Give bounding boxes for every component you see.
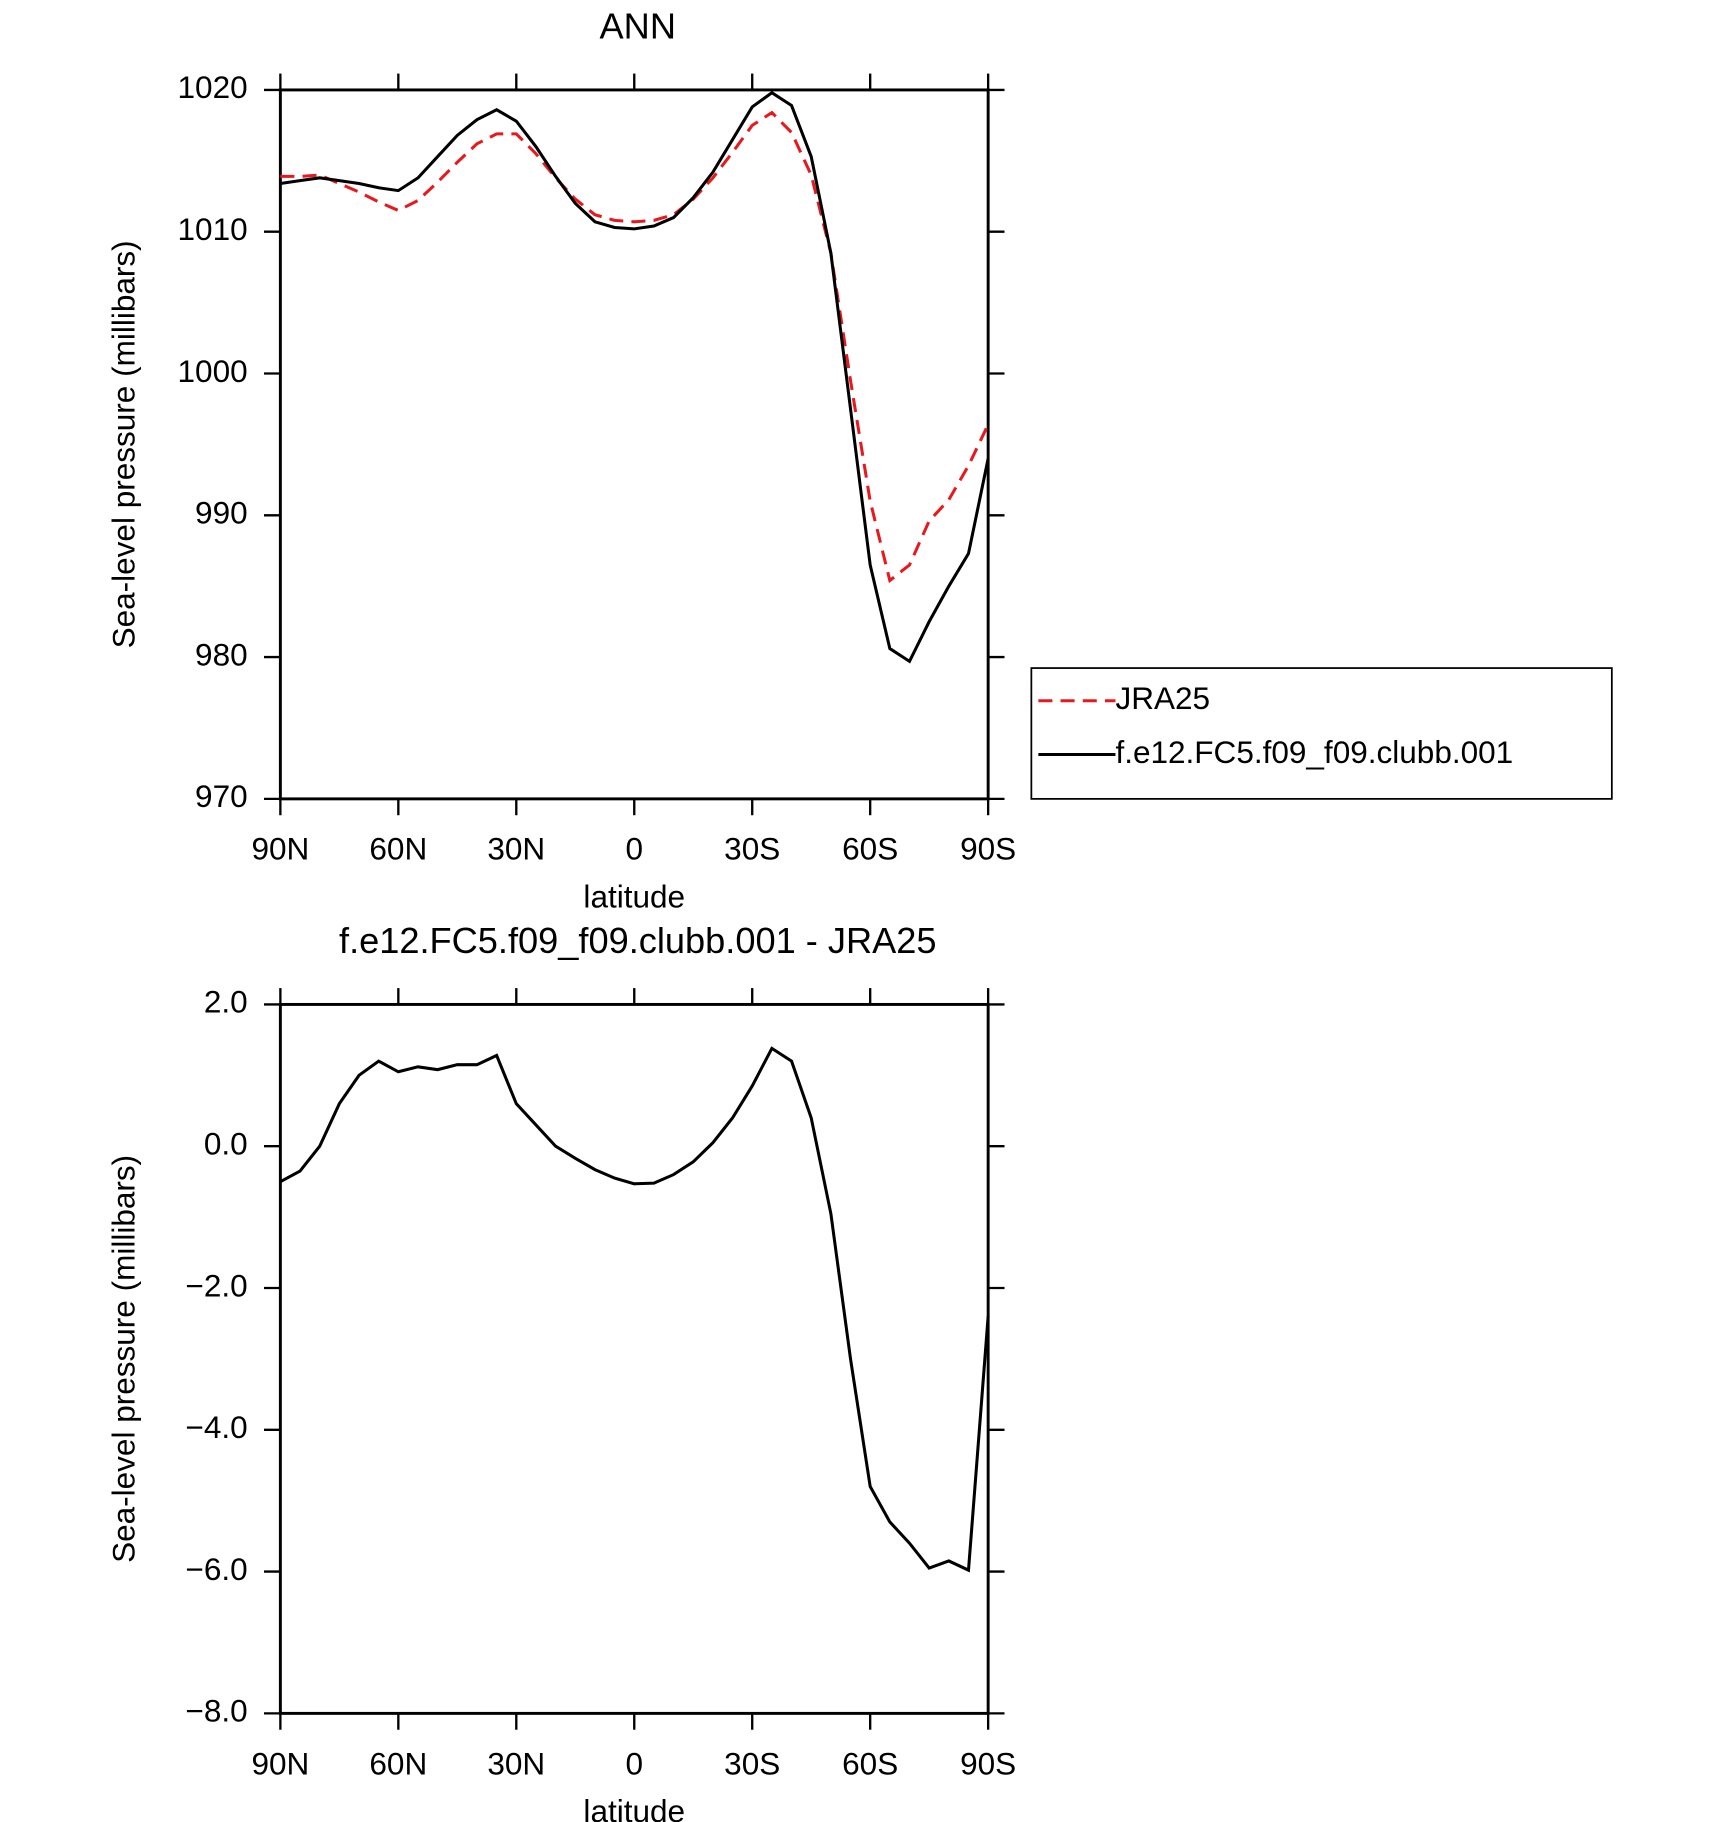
x-tick-label: 60S: [842, 831, 898, 867]
y-tick-label: −4.0: [185, 1409, 247, 1445]
y-tick-label: 1010: [178, 211, 248, 247]
x-axis-label: latitude: [583, 1793, 685, 1822]
y-axis-label: Sea-level pressure (millibars): [106, 240, 142, 648]
x-axis-label: latitude: [583, 879, 685, 915]
x-tick-label: 60N: [369, 1745, 427, 1781]
legend-label: JRA25: [1115, 680, 1210, 716]
x-tick-label: 30N: [487, 1745, 545, 1781]
legend-box: [1030, 667, 1613, 800]
x-tick-label: 0: [625, 831, 643, 867]
x-tick-label: 30S: [724, 831, 780, 867]
y-tick-label: 2.0: [204, 984, 248, 1020]
chart-title: f.e12.FC5.f09_f09.clubb.001 - JRA25: [339, 920, 936, 961]
x-tick-label: 60N: [369, 831, 427, 867]
x-tick-label: 30S: [724, 1745, 780, 1781]
data-line: [280, 110, 990, 584]
y-tick-label: 980: [195, 636, 248, 672]
x-tick-label: 90S: [960, 1745, 1016, 1781]
y-axis-label: Sea-level pressure (millibars): [106, 1155, 142, 1563]
x-tick-label: 30N: [487, 831, 545, 867]
y-tick-label: 0.0: [204, 1126, 248, 1162]
y-tick-label: −2.0: [185, 1267, 247, 1303]
y-tick-label: 1020: [178, 69, 248, 105]
y-tick-label: −8.0: [185, 1693, 247, 1729]
chart-title: ANN: [600, 6, 676, 47]
plot-frame: [278, 88, 990, 801]
x-tick-label: 0: [625, 1745, 643, 1781]
plot-frame: [278, 1002, 990, 1715]
x-tick-label: 60S: [842, 1745, 898, 1781]
legend-label: f.e12.FC5.f09_f09.clubb.001: [1115, 734, 1513, 770]
y-tick-label: 970: [195, 778, 248, 814]
y-tick-label: −6.0: [185, 1551, 247, 1587]
x-tick-label: 90N: [251, 1745, 309, 1781]
y-tick-label: 1000: [178, 353, 248, 389]
x-tick-label: 90S: [960, 831, 1016, 867]
data-line: [280, 90, 990, 664]
x-tick-label: 90N: [251, 831, 309, 867]
y-tick-label: 990: [195, 495, 248, 531]
data-line: [279, 1046, 990, 1573]
